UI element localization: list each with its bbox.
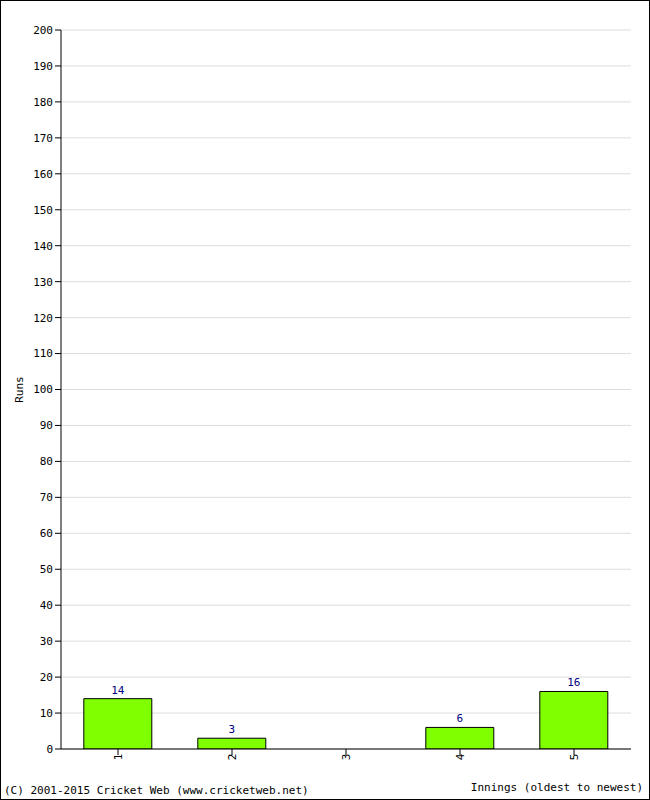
svg-text:3: 3 [340, 754, 353, 761]
svg-text:10: 10 [40, 707, 53, 720]
svg-text:70: 70 [40, 491, 53, 504]
svg-text:Innings (oldest to newest): Innings (oldest to newest) [471, 781, 642, 794]
svg-text:90: 90 [40, 419, 53, 432]
svg-text:4: 4 [454, 753, 467, 760]
svg-text:50: 50 [40, 563, 53, 576]
svg-text:130: 130 [33, 276, 53, 289]
svg-text:120: 120 [33, 312, 53, 325]
svg-text:3: 3 [228, 723, 235, 736]
svg-text:5: 5 [568, 754, 581, 761]
svg-text:30: 30 [40, 635, 53, 648]
svg-text:40: 40 [40, 599, 53, 612]
svg-text:2: 2 [226, 754, 239, 761]
svg-text:100: 100 [33, 383, 53, 396]
svg-text:140: 140 [33, 240, 53, 253]
svg-text:170: 170 [33, 132, 53, 145]
svg-text:60: 60 [40, 527, 53, 540]
svg-text:6: 6 [456, 712, 463, 725]
svg-text:80: 80 [40, 455, 53, 468]
svg-text:200: 200 [33, 24, 53, 37]
svg-text:150: 150 [33, 204, 53, 217]
svg-text:190: 190 [33, 60, 53, 73]
svg-text:180: 180 [33, 96, 53, 109]
html-text:(C) 2001-2015 Cricket Web (www: (C) 2001-2015 Cricket Web (www.cricketwe… [4, 784, 309, 797]
svg-text:16: 16 [567, 676, 580, 689]
svg-text:Runs: Runs [13, 376, 26, 403]
svg-text:20: 20 [40, 671, 53, 684]
svg-text:0: 0 [46, 743, 53, 756]
svg-text:160: 160 [33, 168, 53, 181]
svg-text:1: 1 [112, 754, 125, 761]
svg-text:14: 14 [111, 684, 125, 697]
svg-text:110: 110 [33, 347, 53, 360]
